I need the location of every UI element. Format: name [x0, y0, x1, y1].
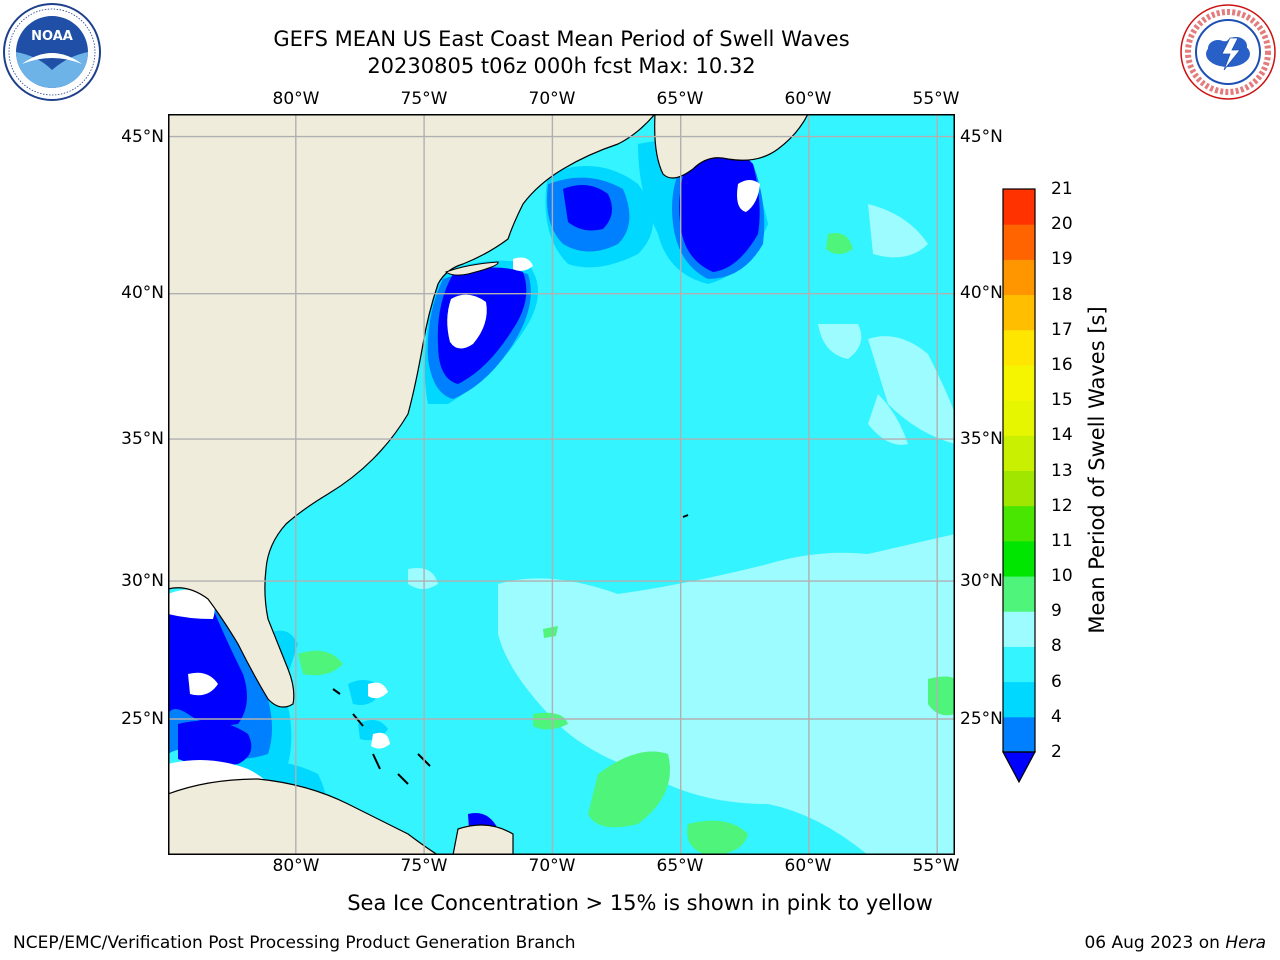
lat-tick-left-35n: 35°N — [121, 429, 164, 449]
lon-tick-top-65w: 65°W — [656, 89, 704, 109]
map-title: GEFS MEAN US East Coast Mean Period of S… — [273, 27, 850, 51]
colorbar-segment — [1003, 259, 1035, 296]
map-subtitle: 20230805 t06z 000h fcst Max: 10.32 — [367, 54, 756, 78]
colorbar-segment — [1003, 189, 1035, 225]
colorbar-segment — [1003, 576, 1035, 612]
parallels — [168, 135, 955, 720]
colorbar-tick-label: 6 — [1051, 671, 1062, 692]
colorbar-segment — [1003, 224, 1035, 260]
colorbar-tick-label: 12 — [1051, 495, 1073, 516]
lat-tick-left-25n: 25°N — [121, 709, 164, 729]
lon-tick-top-55w: 55°W — [912, 89, 960, 109]
colorbar-tick-label: 11 — [1051, 530, 1073, 551]
footer-date: 06 Aug 2023 on — [1084, 933, 1226, 953]
colorbar-segment — [1003, 540, 1035, 577]
map-plot — [168, 114, 955, 855]
noaa-logo: NOAA — [3, 3, 101, 101]
lon-tick-bottom-80w: 80°W — [272, 856, 320, 876]
bahamas-islands — [332, 688, 431, 785]
lon-tick-bottom-55w: 55°W — [912, 856, 960, 876]
colorbar-segment — [1003, 294, 1035, 331]
footer-left: NCEP/EMC/Verification Post Processing Pr… — [13, 933, 576, 953]
noaa-logo-text: NOAA — [31, 29, 73, 44]
lat-tick-left-45n: 45°N — [121, 127, 164, 147]
land-areas — [168, 114, 809, 855]
colorbar-segment — [1003, 716, 1035, 753]
footer-host: Hera — [1225, 933, 1266, 953]
footer-right: 06 Aug 2023 on Hera — [1084, 933, 1266, 953]
lon-tick-top-70w: 70°W — [528, 89, 576, 109]
colorbar-tick-label: 2 — [1051, 742, 1062, 762]
lat-tick-right-45n: 45°N — [960, 127, 1003, 147]
colorbar-segment — [1003, 611, 1035, 647]
bermuda-island — [682, 514, 689, 518]
us-east-coast-land — [168, 114, 656, 708]
colorbar-segment — [1003, 400, 1035, 436]
colorbar-segment — [1003, 505, 1035, 542]
colorbar-tick-label: 10 — [1051, 566, 1073, 587]
cuba-land — [168, 778, 440, 855]
lon-tick-bottom-75w: 75°W — [400, 856, 448, 876]
colorbar-tick-label: 21 — [1051, 179, 1073, 199]
colorbar-segment — [1003, 329, 1035, 366]
colorbar-tick-label: 13 — [1051, 460, 1073, 481]
lon-tick-bottom-60w: 60°W — [784, 856, 832, 876]
colorbar-frame — [1002, 188, 1036, 753]
colorbar-tick-label: 17 — [1051, 319, 1073, 340]
colorbar-title: Mean Period of Swell Waves [s] — [1085, 306, 1109, 634]
colorbar-tick-label: 4 — [1051, 706, 1062, 727]
lat-tick-right-40n: 40°N — [960, 283, 1003, 303]
map-frame — [168, 114, 955, 855]
colorbar-tick-label: 8 — [1051, 636, 1062, 657]
lat-tick-left-40n: 40°N — [121, 283, 164, 303]
lon-tick-bottom-70w: 70°W — [528, 856, 576, 876]
colorbar-segment — [1003, 681, 1035, 718]
lon-tick-top-75w: 75°W — [400, 89, 448, 109]
colorbar-tick-label: 14 — [1051, 425, 1073, 446]
lat-tick-right-25n: 25°N — [960, 709, 1003, 729]
colorbar-segment — [1003, 470, 1035, 507]
colorbar-tick-label: 16 — [1051, 354, 1073, 375]
graticule — [168, 114, 955, 855]
colorbar-tick-label: 20 — [1051, 214, 1073, 235]
colorbar-tick-label: 18 — [1051, 284, 1073, 305]
long-island-land — [444, 261, 499, 276]
colorbar-tick-label: 19 — [1051, 249, 1073, 270]
lon-tick-top-80w: 80°W — [272, 89, 320, 109]
lat-tick-right-30n: 30°N — [960, 571, 1003, 591]
national-weather-service-logo — [1180, 4, 1276, 100]
colorbar-tick-label: 9 — [1051, 601, 1062, 622]
colorbar-segment — [1003, 364, 1035, 401]
colorbar-under-arrow — [1002, 751, 1036, 784]
lon-tick-top-60w: 60°W — [784, 89, 832, 109]
lon-tick-bottom-65w: 65°W — [656, 856, 704, 876]
colorbar-segments — [1003, 189, 1035, 753]
nova-scotia-land — [654, 114, 809, 179]
colorbar-segment — [1003, 435, 1035, 471]
hispaniola-land — [452, 824, 514, 855]
sea-ice-note: Sea Ice Concentration > 15% is shown in … — [347, 891, 933, 915]
lat-tick-left-30n: 30°N — [121, 571, 164, 591]
colorbar — [1002, 188, 1036, 784]
colorbar-segment — [1003, 646, 1035, 683]
colorbar-tick-label: 15 — [1051, 390, 1073, 411]
lat-tick-right-35n: 35°N — [960, 429, 1003, 449]
swell-8-9s-regions — [408, 204, 955, 855]
meridians — [295, 114, 938, 855]
